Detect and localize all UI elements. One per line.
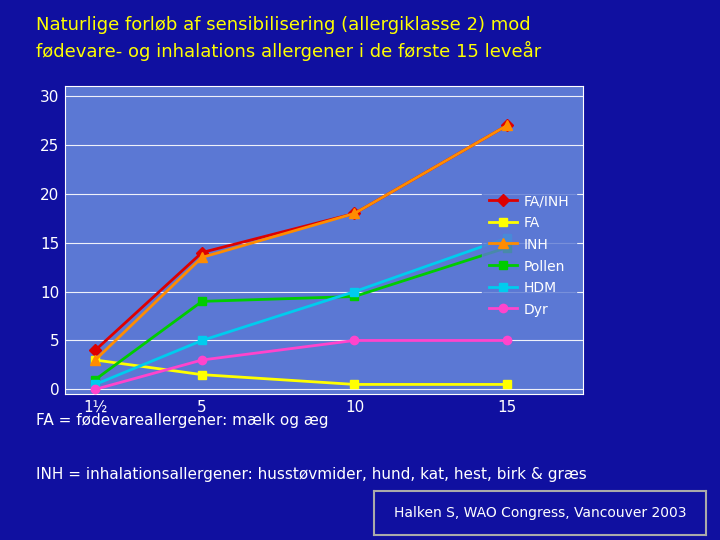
Text: INH = inhalationsallergener: husstøvmider, hund, kat, hest, birk & græs: INH = inhalationsallergener: husstøvmide…: [36, 467, 587, 482]
Text: Halken S, WAO Congress, Vancouver 2003: Halken S, WAO Congress, Vancouver 2003: [394, 506, 686, 520]
Legend: FA/INH, FA, INH, Pollen, HDM, Dyr: FA/INH, FA, INH, Pollen, HDM, Dyr: [482, 187, 576, 324]
Text: FA = fødevareallergener: mælk og æg: FA = fødevareallergener: mælk og æg: [36, 413, 328, 428]
Text: Naturlige forløb af sensibilisering (allergiklasse 2) mod
fødevare- og inhalatio: Naturlige forløb af sensibilisering (all…: [36, 16, 541, 60]
